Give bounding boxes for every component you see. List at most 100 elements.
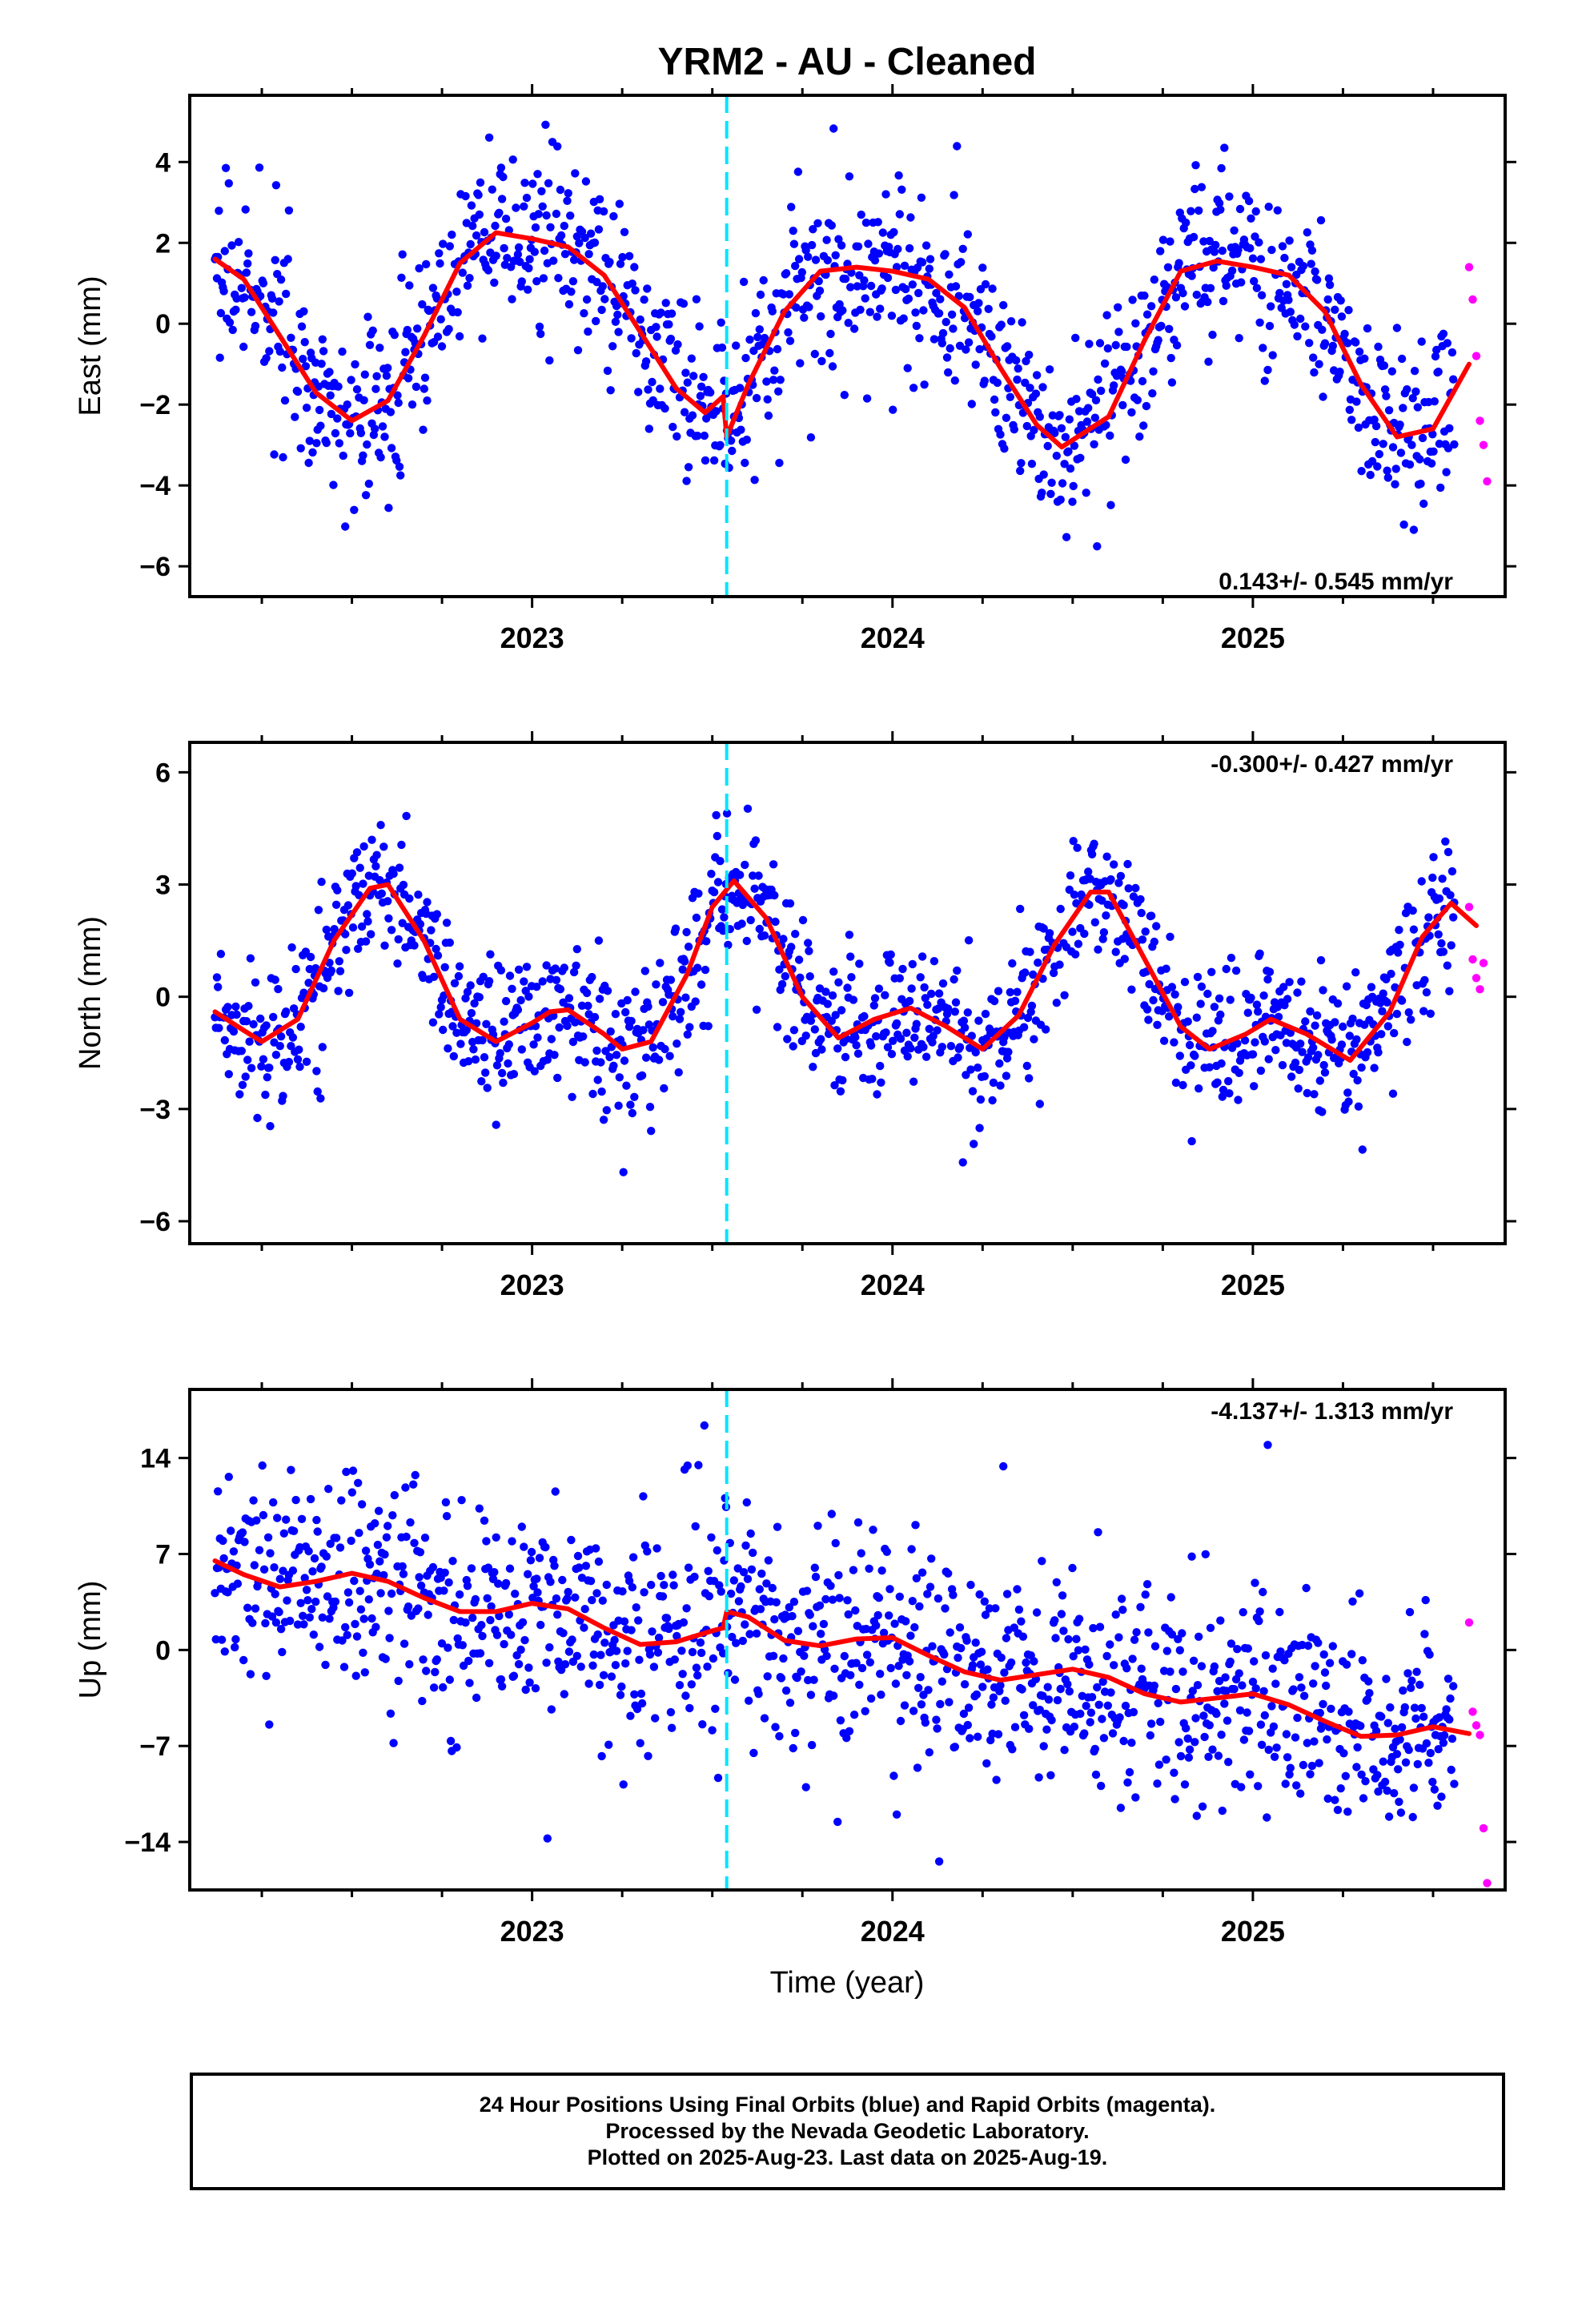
east-final-point	[1172, 341, 1182, 350]
up-final-point	[768, 1583, 777, 1593]
east-final-point	[356, 428, 366, 437]
north-final-point	[533, 1033, 542, 1042]
north-final-point	[1429, 853, 1438, 862]
up-final-point	[849, 1711, 859, 1719]
north-final-point	[665, 1051, 674, 1060]
north-final-point	[675, 1015, 685, 1023]
north-final-point	[427, 926, 436, 935]
north-final-point	[212, 973, 222, 982]
up-final-point	[846, 1671, 855, 1679]
east-final-point	[692, 295, 701, 304]
east-final-point	[318, 335, 327, 344]
east-final-point	[327, 409, 336, 419]
up-final-point	[1074, 1646, 1083, 1655]
north-final-point	[480, 1053, 489, 1062]
up-final-point	[749, 1548, 757, 1558]
east-final-point	[963, 230, 973, 239]
north-final-point	[399, 880, 408, 890]
up-final-point	[978, 1683, 987, 1691]
east-final-point	[582, 295, 592, 304]
east-final-point	[237, 283, 246, 292]
up-final-point	[950, 1743, 960, 1751]
up-final-point	[1047, 1715, 1056, 1725]
up-final-point	[645, 1650, 655, 1659]
north-final-point	[1419, 1007, 1428, 1015]
north-final-point	[609, 1061, 618, 1071]
up-final-point	[223, 1588, 232, 1597]
up-final-point	[575, 1563, 584, 1572]
north-final-point	[1111, 947, 1120, 956]
up-final-point	[1419, 1712, 1428, 1721]
north-final-point	[594, 936, 604, 945]
up-final-point	[901, 1617, 910, 1626]
north-final-point	[342, 946, 351, 955]
east-final-point	[397, 273, 406, 282]
north-final-point	[1052, 999, 1062, 1007]
east-final-point	[412, 382, 421, 392]
east-final-point	[878, 228, 888, 237]
north-final-point	[1383, 1022, 1393, 1031]
east-final-point	[917, 193, 926, 202]
up-final-point	[584, 1679, 593, 1688]
north-final-point	[1310, 1090, 1319, 1099]
up-final-point	[463, 1582, 472, 1590]
up-final-point	[1057, 1610, 1066, 1618]
north-final-point	[1388, 1089, 1398, 1098]
east-final-point	[1355, 348, 1364, 356]
east-rapid-point	[1479, 440, 1488, 449]
up-final-point	[1115, 1713, 1124, 1722]
north-final-point	[868, 1075, 877, 1084]
north-final-point	[796, 973, 805, 983]
up-final-point	[1002, 1590, 1012, 1598]
north-final-point	[466, 981, 475, 990]
up-final-point	[1373, 1771, 1382, 1779]
east-final-point	[921, 241, 931, 250]
up-final-point	[885, 1611, 893, 1620]
east-final-point	[1351, 338, 1360, 347]
east-final-point	[1093, 542, 1102, 551]
up-final-point	[1122, 1664, 1131, 1673]
east-final-point	[541, 120, 550, 129]
north-final-point	[1002, 1054, 1012, 1063]
north-rapid-point	[1476, 985, 1484, 994]
east-final-point	[1038, 489, 1046, 497]
east-final-point	[726, 436, 736, 445]
east-final-point	[801, 246, 810, 255]
up-final-point	[986, 1735, 995, 1745]
north-final-point	[783, 1035, 792, 1043]
up-final-point	[1399, 1686, 1407, 1695]
east-final-point	[1235, 334, 1243, 343]
up-final-point	[1216, 1616, 1225, 1625]
up-final-point	[908, 1597, 917, 1606]
up-final-point	[1333, 1805, 1343, 1815]
up-final-point	[1384, 1812, 1394, 1821]
north-final-point	[654, 1055, 664, 1064]
north-final-point	[1170, 990, 1179, 999]
east-final-point	[716, 440, 725, 449]
north-final-point	[282, 1007, 291, 1016]
east-final-point	[988, 284, 997, 293]
up-final-point	[602, 1580, 611, 1590]
east-final-point	[942, 317, 950, 327]
up-final-point	[690, 1572, 699, 1582]
up-final-point	[1056, 1684, 1065, 1694]
north-final-point	[481, 1068, 490, 1077]
north-final-point	[1303, 1053, 1313, 1062]
north-final-point	[361, 937, 371, 946]
north-x-tick-label: 2025	[1221, 1269, 1285, 1301]
up-final-point	[940, 1650, 949, 1659]
east-final-point	[1117, 367, 1126, 376]
up-final-point	[849, 1566, 858, 1574]
north-final-point	[980, 1072, 990, 1081]
east-final-point	[599, 207, 608, 216]
east-final-point	[966, 292, 974, 302]
up-final-point	[621, 1659, 630, 1668]
up-final-point	[524, 1570, 532, 1578]
up-final-point	[1117, 1594, 1126, 1603]
north-final-point	[921, 994, 930, 1003]
up-final-point	[805, 1610, 814, 1619]
north-final-point	[881, 991, 889, 999]
north-rapid-point	[1468, 955, 1477, 964]
east-final-point	[524, 263, 533, 273]
up-final-point	[889, 1771, 898, 1780]
